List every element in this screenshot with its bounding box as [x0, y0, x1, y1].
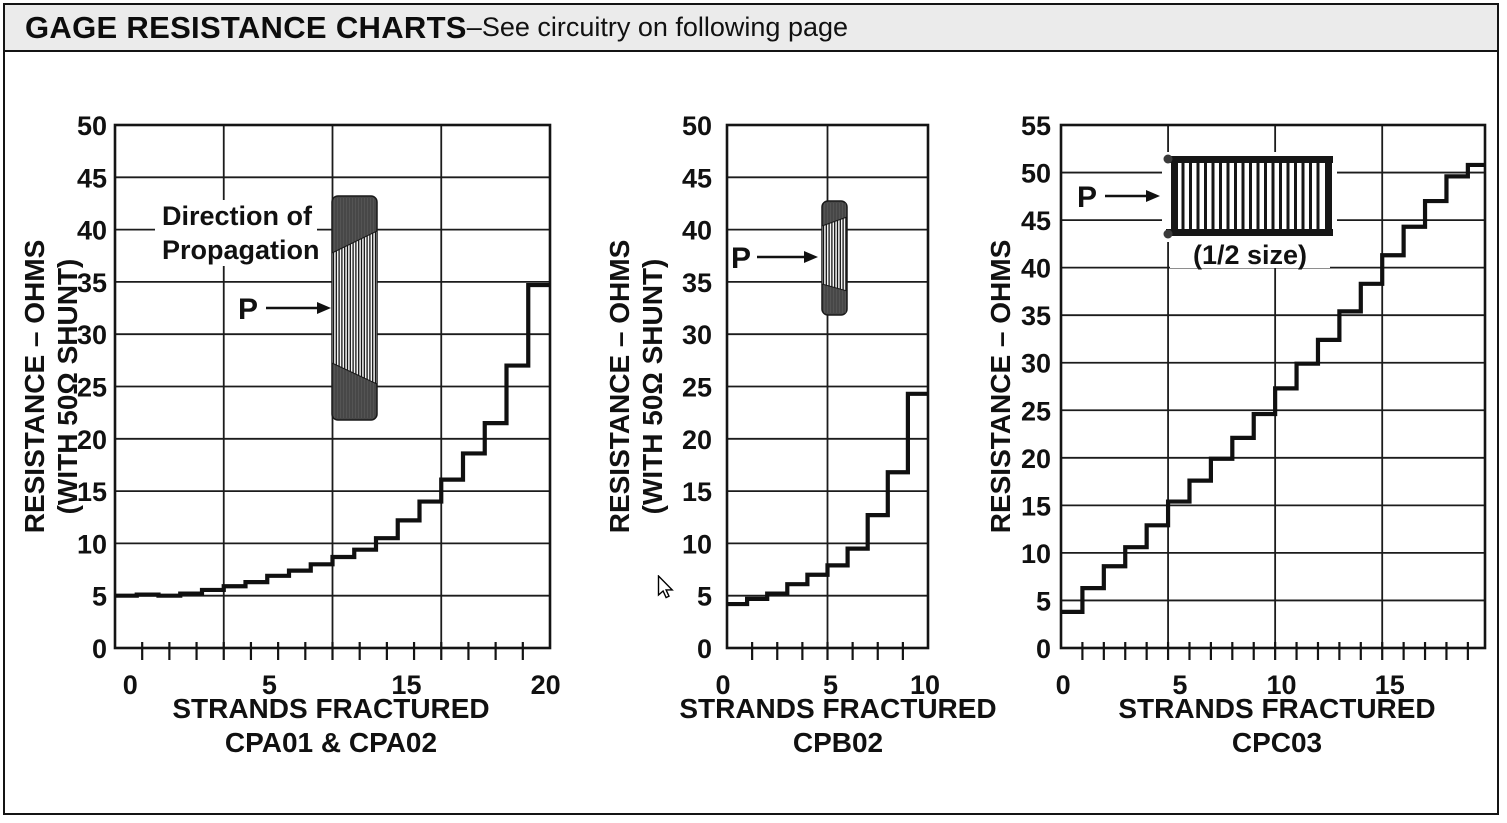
x-tick-label: 5: [262, 670, 277, 700]
y-axis-title: RESISTANCE – OHMS: [604, 240, 635, 534]
resistance-step-curve: [727, 391, 928, 607]
x-axis-title-model: CPC03: [1232, 727, 1322, 758]
y-tick-label: 10: [1021, 539, 1051, 569]
chart-cpa01-cpa02: 0 5 10 15 20 25 30 35 40 45 50 0 5 15 20 RESISTANCE – O…: [19, 111, 561, 758]
y-tick-label: 35: [77, 268, 107, 298]
propagation-arrowhead: [1146, 190, 1160, 202]
propagation-pointer-label: P: [731, 242, 751, 275]
plot-border: [1059, 123, 1487, 650]
y-tick-label: 35: [682, 268, 712, 298]
y-tick-label: 5: [1036, 586, 1051, 616]
y-tick-label: 40: [1021, 254, 1051, 284]
crack-propagation-gage-icon: [331, 195, 378, 421]
crack-propagation-gage-icon: [821, 200, 848, 316]
y-tick-label: 0: [697, 634, 712, 664]
y-tick-label: 35: [1021, 301, 1051, 331]
y-tick-label: 45: [682, 163, 712, 193]
y-tick-label: 45: [1021, 206, 1051, 236]
y-axis-title: RESISTANCE – OHMS: [19, 240, 50, 534]
crack-propagation-gage-icon: [1163, 154, 1333, 239]
x-axis-title: STRANDS FRACTURED: [172, 693, 489, 724]
y-axis-title: (WITH 50Ω SHUNT): [637, 259, 668, 515]
y-tick-label: 30: [77, 320, 107, 350]
section-title: GAGE RESISTANCE CHARTS: [25, 9, 467, 45]
direction-caption-line2: Propagation: [162, 235, 320, 265]
x-tick-label: 0: [1056, 670, 1071, 700]
y-tick-label: 20: [1021, 444, 1051, 474]
y-tick-label: 20: [77, 425, 107, 455]
x-tick-label: 10: [1267, 670, 1297, 700]
y-tick-label: 20: [682, 425, 712, 455]
gage-grid-strands: [332, 231, 377, 384]
x-tick-label: 15: [391, 670, 421, 700]
size-note-backdrop: [1170, 242, 1330, 268]
x-axis-title-model: CPB02: [793, 727, 883, 758]
propagation-pointer-label: P: [1077, 181, 1097, 214]
x-tick-label: 0: [123, 670, 138, 700]
gage-grid-band: [331, 230, 378, 385]
y-tick-label: 5: [92, 582, 107, 612]
x-tick-label: 5: [1172, 670, 1187, 700]
y-axis-title: (WITH 50Ω SHUNT): [52, 259, 83, 515]
y-tick-label: 0: [1036, 634, 1051, 664]
y-tick-label: 30: [1021, 349, 1051, 379]
propagation-arrowhead: [317, 302, 331, 314]
x-axis-title: STRANDS FRACTURED: [1118, 693, 1435, 724]
y-tick-label: 5: [697, 582, 712, 612]
y-tick-label: 50: [77, 111, 107, 141]
resistance-step-curve: [115, 282, 550, 598]
x-tick-label: 10: [910, 670, 940, 700]
title-dash: –: [466, 12, 482, 42]
y-tick-label: 50: [1021, 159, 1051, 189]
caption-backdrop: [155, 200, 317, 266]
x-tick-label: 0: [715, 670, 730, 700]
resistance-step-curve: [1061, 162, 1485, 614]
y-tick-label: 50: [682, 111, 712, 141]
gage-left-bar: [1171, 158, 1178, 235]
x-axis-title: STRANDS FRACTURED: [679, 693, 996, 724]
y-tick-label: 45: [77, 163, 107, 193]
direction-caption-line1: Direction of: [162, 201, 313, 231]
y-tick-label: 15: [682, 477, 712, 507]
section-title-bar: GAGE RESISTANCE CHARTS – See circuitry on …: [3, 3, 1499, 52]
x-axis-title-model: CPA01 & CPA02: [225, 727, 437, 758]
gage-solder-dot: [1163, 154, 1173, 164]
mouse-cursor-icon: [657, 575, 674, 599]
x-tick-label: 20: [531, 670, 561, 700]
chart-cpb02: 0 5 10 15 20 25 30 35 40 45 50 0 5 10 RESISTANCE – OHM…: [604, 111, 997, 758]
y-tick-label: 10: [682, 529, 712, 559]
gage-size-note: (1/2 size): [1193, 240, 1307, 270]
gage-solder-dot: [1163, 229, 1173, 239]
y-tick-label: 25: [1021, 396, 1051, 426]
y-tick-label: 0: [92, 634, 107, 664]
y-tick-label: 10: [77, 529, 107, 559]
propagation-arrowhead: [804, 251, 818, 263]
y-tick-label: 30: [682, 320, 712, 350]
y-tick-label: 40: [77, 216, 107, 246]
y-tick-label: 15: [1021, 491, 1051, 521]
y-tick-label: 15: [77, 477, 107, 507]
y-tick-label: 40: [682, 216, 712, 246]
y-tick-label: 25: [682, 373, 712, 403]
gage-right-bar: [1325, 158, 1332, 235]
y-tick-label: 55: [1021, 111, 1051, 141]
section-subtitle: See circuitry on following page: [481, 12, 849, 42]
x-tick-label: 15: [1375, 670, 1405, 700]
y-axis-title: RESISTANCE – OHMS: [985, 240, 1016, 534]
y-tick-label: 25: [77, 373, 107, 403]
x-tick-label: 5: [823, 670, 838, 700]
propagation-pointer-label: P: [238, 293, 258, 326]
